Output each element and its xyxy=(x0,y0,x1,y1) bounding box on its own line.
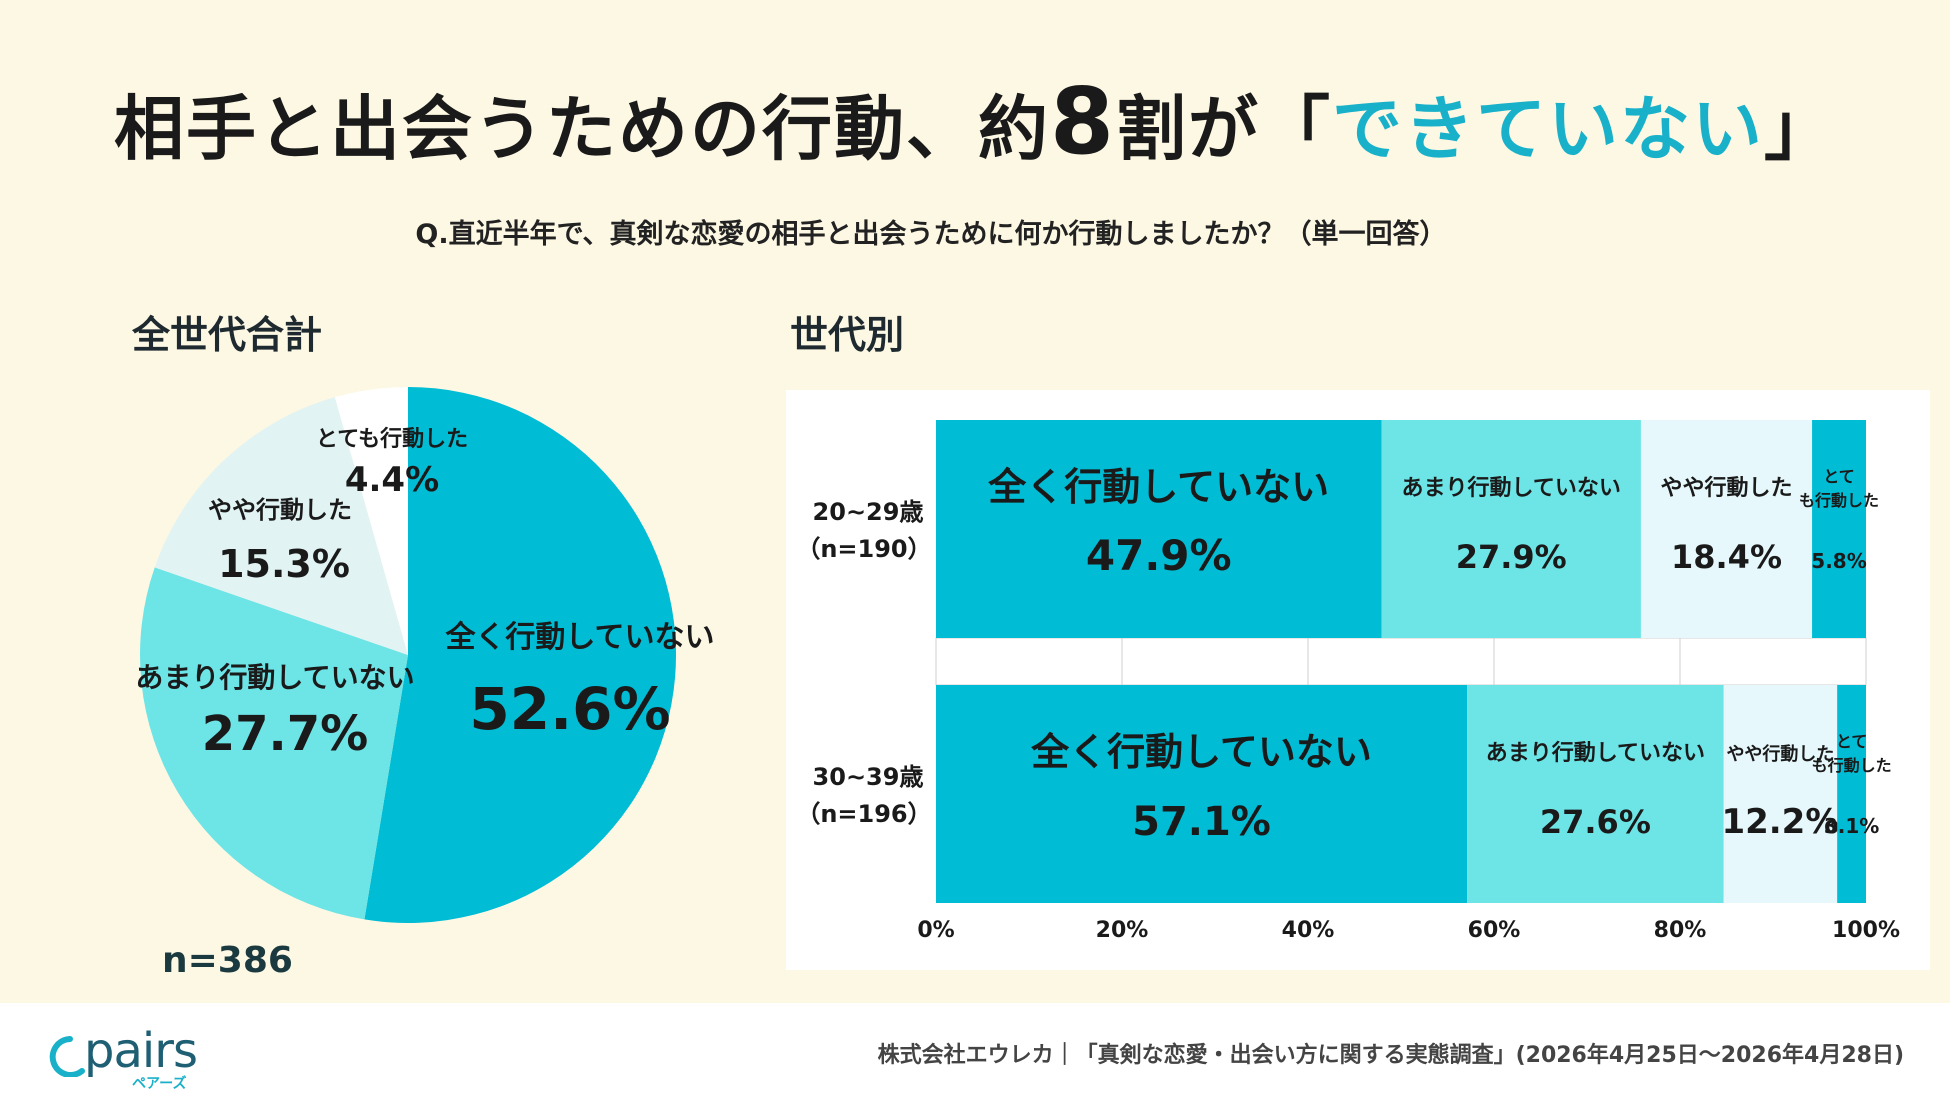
grid-frame xyxy=(935,637,1867,686)
bar-1-segment-1 xyxy=(936,420,1382,638)
bar-2-segment-2 xyxy=(1467,685,1724,903)
bar-1-segment-2 xyxy=(1381,420,1641,638)
bar-2-label-1: 全く行動していない xyxy=(1030,730,1372,774)
title-highlight: できていない xyxy=(1332,88,1764,170)
age-section-label: 世代別 xyxy=(790,313,905,357)
bar-1-label-3: やや行動した xyxy=(1660,475,1792,501)
page-title: 相手と出会うための行動、約8割が「できていない」 xyxy=(0,68,1950,175)
bar-2-value-1: 57.1% xyxy=(1132,799,1271,845)
bar-1-value-3: 18.4% xyxy=(1671,538,1782,576)
bar-1-value-2: 27.9% xyxy=(1456,538,1567,576)
row-sample-size-2: （n=196） xyxy=(796,800,931,828)
pie-sample-size: n=386 xyxy=(162,940,293,981)
pie-slice-1 xyxy=(364,387,677,923)
bar-2-label-4-line1: とて xyxy=(1836,732,1868,751)
pairs-logo-text: pairs xyxy=(84,1023,198,1079)
bar-2-value-3: 12.2% xyxy=(1721,802,1839,842)
pairs-logo-icon xyxy=(49,1036,85,1077)
x-tick-4: 80% xyxy=(1654,918,1707,943)
total-section-label: 全世代合計 xyxy=(132,313,323,357)
bar-2-segment-1 xyxy=(936,685,1468,903)
bar-2-segment-3 xyxy=(1723,685,1838,903)
x-tick-0: 0% xyxy=(917,918,954,943)
bar-2-value-2: 27.6% xyxy=(1540,803,1651,841)
source-citation: 株式会社エウレカ｜「真剣な恋愛・出会い方に関する実態調査」(2026年4月25日… xyxy=(877,1043,1904,1068)
bar-2-label-4-line2: も行動した xyxy=(1812,756,1892,775)
footer: pairs ペアーズ 株式会社エウレカ｜「真剣な恋愛・出会い方に関する実態調査」… xyxy=(0,1003,1950,1097)
bar-2-segment-4 xyxy=(1837,685,1866,903)
title-number: 8 xyxy=(1049,68,1116,175)
pie-value-1: 52.6% xyxy=(469,675,671,744)
title-part3: 」 xyxy=(1764,88,1836,170)
stacked-bar-chart: 全く行動していない 47.9% あまり行動していない 27.9% やや行動した 18.4%… xyxy=(786,390,1930,970)
x-tick-2: 40% xyxy=(1282,918,1335,943)
bar-1-label-2: あまり行動していない xyxy=(1402,475,1621,501)
bar-2-value-4: 3.1% xyxy=(1824,814,1879,838)
pie-chart: 全く行動していない 52.6% あまり行動していない 27.7% やや行動した 15.3%… xyxy=(0,380,780,1010)
pie-value-2: 27.7% xyxy=(201,706,369,763)
bar-1-segment-3 xyxy=(1640,420,1813,638)
x-tick-1: 20% xyxy=(1096,918,1149,943)
x-tick-5: 100% xyxy=(1832,918,1900,943)
pie-value-4: 4.4% xyxy=(344,459,440,500)
bar-1-label-1: 全く行動していない xyxy=(987,465,1329,509)
row-sample-size-1: （n=190） xyxy=(796,535,931,563)
bar-1-value-4: 5.8% xyxy=(1811,549,1866,573)
pie-label-1: 全く行動していない xyxy=(445,620,715,655)
pie-label-2: あまり行動していない xyxy=(135,661,415,695)
pie-svg xyxy=(140,387,677,923)
pie-value-3: 15.3% xyxy=(218,542,350,587)
title-part2: 割が「 xyxy=(1116,88,1332,170)
pie-label-4: とても行動した xyxy=(315,426,469,452)
pie-label-3: やや行動した xyxy=(208,495,352,524)
pie-slice-3 xyxy=(154,397,408,655)
bar-1-value-1: 47.9% xyxy=(1086,531,1232,580)
bar-1-label-4-line2: も行動した xyxy=(1799,491,1879,510)
pie-slice-2 xyxy=(140,567,408,920)
x-tick-3: 60% xyxy=(1468,918,1521,943)
bar-1-label-4-line1: とて xyxy=(1823,467,1855,486)
pairs-logo-subtext: ペアーズ xyxy=(132,1076,187,1092)
row-label-1: 20~29歳 xyxy=(813,498,924,526)
bar-2-label-3: やや行動した xyxy=(1726,743,1834,765)
pie-slice-4 xyxy=(334,387,408,655)
survey-question: Q.直近半年で、真剣な恋愛の相手と出会うために何か行動しましたか？（単一回答） xyxy=(415,219,1447,250)
title-part1: 相手と出会うための行動、約 xyxy=(113,88,1050,170)
bar-svg: 全く行動していない 47.9% あまり行動していない 27.9% やや行動した 18.4%… xyxy=(796,420,1900,943)
row-label-2: 30~39歳 xyxy=(813,763,924,791)
bar-2-label-2: あまり行動していない xyxy=(1486,740,1705,766)
bar-1-segment-4 xyxy=(1812,420,1866,638)
